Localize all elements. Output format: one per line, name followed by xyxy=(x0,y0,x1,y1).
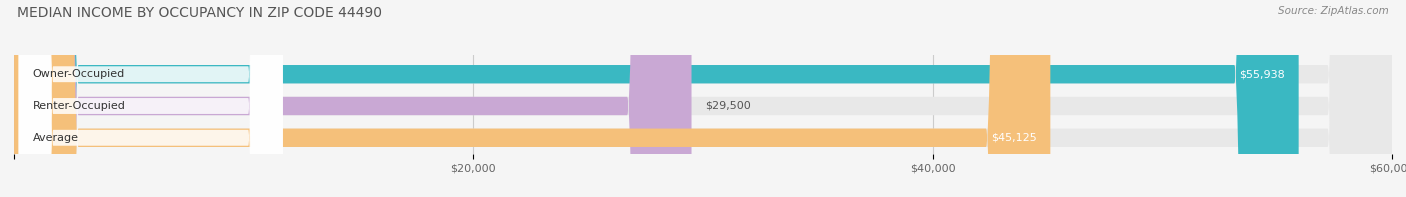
Text: Average: Average xyxy=(32,133,79,143)
Text: $55,938: $55,938 xyxy=(1239,69,1285,79)
FancyBboxPatch shape xyxy=(18,0,283,197)
Text: MEDIAN INCOME BY OCCUPANCY IN ZIP CODE 44490: MEDIAN INCOME BY OCCUPANCY IN ZIP CODE 4… xyxy=(17,6,382,20)
FancyBboxPatch shape xyxy=(18,0,283,197)
Text: Renter-Occupied: Renter-Occupied xyxy=(32,101,125,111)
Text: $29,500: $29,500 xyxy=(706,101,751,111)
FancyBboxPatch shape xyxy=(18,0,283,197)
Text: Source: ZipAtlas.com: Source: ZipAtlas.com xyxy=(1278,6,1389,16)
FancyBboxPatch shape xyxy=(14,0,1392,197)
FancyBboxPatch shape xyxy=(14,0,1392,197)
FancyBboxPatch shape xyxy=(14,0,1050,197)
FancyBboxPatch shape xyxy=(14,0,692,197)
FancyBboxPatch shape xyxy=(14,0,1392,197)
Text: $45,125: $45,125 xyxy=(991,133,1036,143)
Text: Owner-Occupied: Owner-Occupied xyxy=(32,69,125,79)
FancyBboxPatch shape xyxy=(14,0,1299,197)
